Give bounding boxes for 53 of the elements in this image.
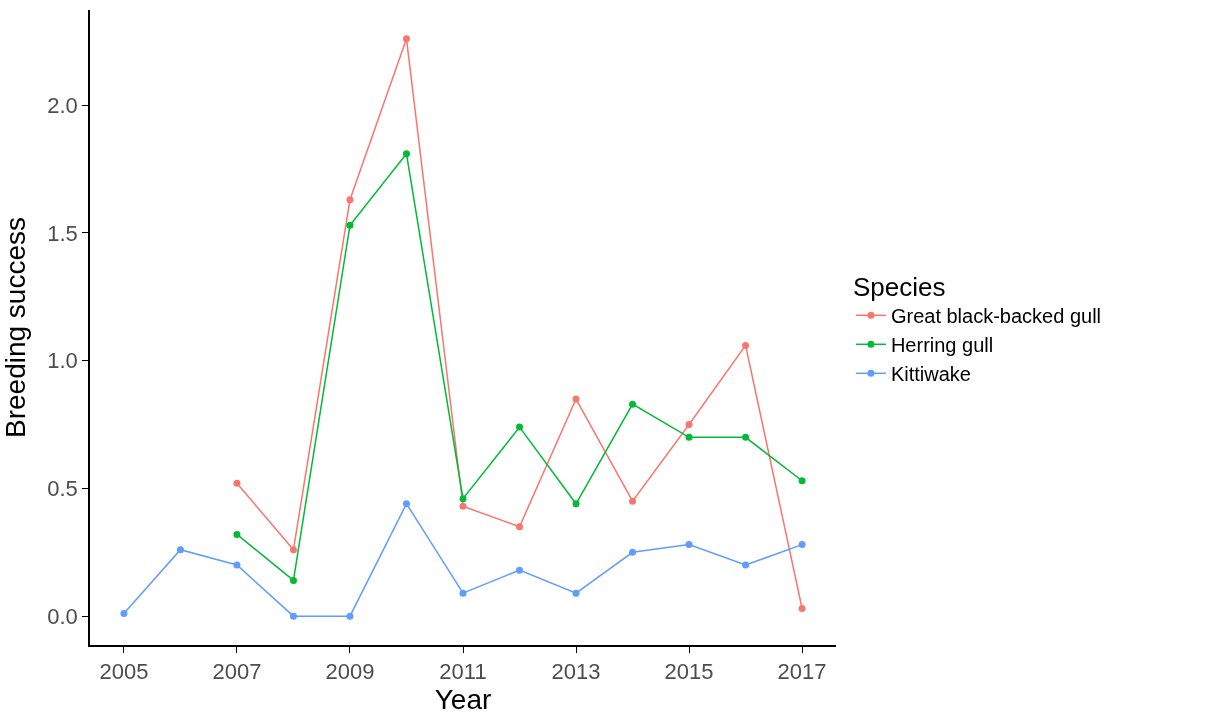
point [402, 35, 410, 43]
point [459, 495, 467, 503]
point [120, 610, 128, 618]
point [346, 612, 354, 620]
x-tick-label: 2007 [212, 659, 262, 685]
legend-title: Species [852, 271, 946, 302]
point [459, 502, 467, 510]
x-tick-label: 2013 [551, 659, 601, 685]
point [233, 530, 241, 538]
point [459, 589, 467, 597]
point [685, 421, 693, 429]
point [742, 561, 750, 569]
point [742, 341, 750, 349]
y-tick-label: 0.0 [47, 603, 78, 629]
legend-label: Great black-backed gull [890, 305, 1102, 328]
y-tick-label: 0.5 [47, 476, 78, 502]
point [233, 561, 241, 569]
point [572, 589, 580, 597]
point [685, 433, 693, 441]
point [402, 500, 410, 508]
point [516, 523, 524, 531]
x-tick-label: 2005 [99, 659, 149, 685]
point [233, 479, 241, 487]
point [402, 150, 410, 158]
point [289, 546, 297, 554]
point [629, 548, 637, 556]
point [176, 546, 184, 554]
y-tick-label: 2.0 [47, 92, 78, 118]
point [346, 221, 354, 229]
y-tick-label: 1.5 [47, 220, 78, 246]
point [289, 612, 297, 620]
point [798, 604, 806, 612]
point [798, 541, 806, 549]
x-tick-label: 2009 [325, 659, 375, 685]
point [572, 500, 580, 508]
y-axis-title: Breeding success [0, 216, 31, 439]
point [629, 400, 637, 408]
point [516, 566, 524, 574]
point [516, 423, 524, 431]
x-tick-label: 2015 [664, 659, 714, 685]
point [629, 497, 637, 505]
point [346, 196, 354, 204]
point [798, 477, 806, 485]
point [742, 433, 750, 441]
point [685, 541, 693, 549]
point [572, 395, 580, 403]
y-tick-label: 1.0 [47, 348, 78, 374]
x-tick-label: 2011 [439, 659, 487, 685]
x-axis-title: Year [434, 684, 492, 715]
legend-label: Kittiwake [890, 363, 971, 386]
x-tick-label: 2017 [777, 659, 827, 685]
legend-label: Herring gull [890, 334, 994, 357]
point [289, 576, 297, 584]
